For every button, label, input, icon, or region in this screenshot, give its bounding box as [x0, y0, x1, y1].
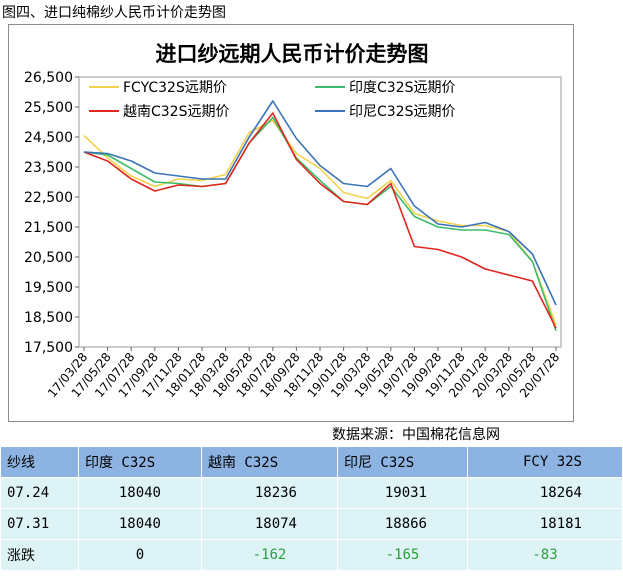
y-tick-label: 20,500: [24, 250, 73, 266]
table-row: 07.24 18040 18236 19031 18264: [0, 477, 623, 509]
series-line: [83, 116, 557, 332]
series-line: [83, 100, 557, 306]
data-source-note: 数据来源：中国棉花信息网: [332, 427, 500, 443]
cell-india-change: 0: [78, 539, 202, 571]
y-tick-label: 25,500: [24, 100, 73, 116]
row-date-label: 07.24: [0, 477, 79, 509]
y-tick-label: 24,500: [24, 130, 73, 146]
table-header-row: 纱线 印度 C32S 越南 C32S 印尼 C32S FCY 32S: [0, 446, 623, 478]
y-tick-label: 18,500: [24, 310, 73, 326]
cell-vietnam: 18074: [201, 508, 338, 540]
cell-fcy-change: -83: [467, 539, 623, 571]
cell-indonesia: 19031: [337, 477, 468, 509]
header-indonesia: 印尼 C32S: [337, 446, 468, 478]
header-vietnam: 越南 C32S: [201, 446, 338, 478]
legend-label: 越南C32S远期价: [123, 104, 229, 120]
series-line: [83, 112, 557, 329]
cell-india: 18040: [78, 477, 202, 509]
legend-label: FCYC32S远期价: [123, 80, 227, 96]
table-row-change: 涨跌 0 -162 -165 -83: [0, 539, 623, 571]
cell-indonesia-change: -165: [337, 539, 468, 571]
row-change-label: 涨跌: [0, 539, 79, 571]
cell-fcy: 18181: [467, 508, 623, 540]
cell-vietnam-change: -162: [201, 539, 338, 571]
cell-indonesia: 18866: [337, 508, 468, 540]
cell-fcy: 18264: [467, 477, 623, 509]
legend-label: 印度C32S远期价: [349, 80, 455, 96]
figure-caption: 图四、进口纯棉纱人民币计价走势图: [2, 5, 226, 21]
y-tick-label: 22,500: [24, 190, 73, 206]
header-fcy: FCY 32S: [467, 446, 623, 478]
cell-vietnam: 18236: [201, 477, 338, 509]
cell-india: 18040: [78, 508, 202, 540]
y-tick-label: 19,500: [24, 280, 73, 296]
header-india: 印度 C32S: [78, 446, 202, 478]
row-date-label: 07.31: [0, 508, 79, 540]
y-tick-label: 26,500: [24, 70, 73, 86]
y-tick-label: 21,500: [24, 220, 73, 236]
line-chart: 进口纱远期人民币计价走势图 26,500 25,500 24,500 23,500 22,…: [24, 41, 562, 400]
legend-label: 印尼C32S远期价: [349, 104, 455, 120]
chart-frame: 进口纱远期人民币计价走势图 26,500 25,500 24,500 23,500 22,…: [8, 24, 574, 422]
y-tick-label: 17,500: [24, 340, 73, 356]
series-line: [83, 119, 557, 326]
chart-title: 进口纱远期人民币计价走势图: [156, 41, 429, 66]
y-tick-label: 23,500: [24, 160, 73, 176]
header-yarn: 纱线: [0, 446, 79, 478]
table-row: 07.31 18040 18074 18866 18181: [0, 508, 623, 540]
price-table: 纱线 印度 C32S 越南 C32S 印尼 C32S FCY 32S 07.24…: [0, 446, 623, 571]
